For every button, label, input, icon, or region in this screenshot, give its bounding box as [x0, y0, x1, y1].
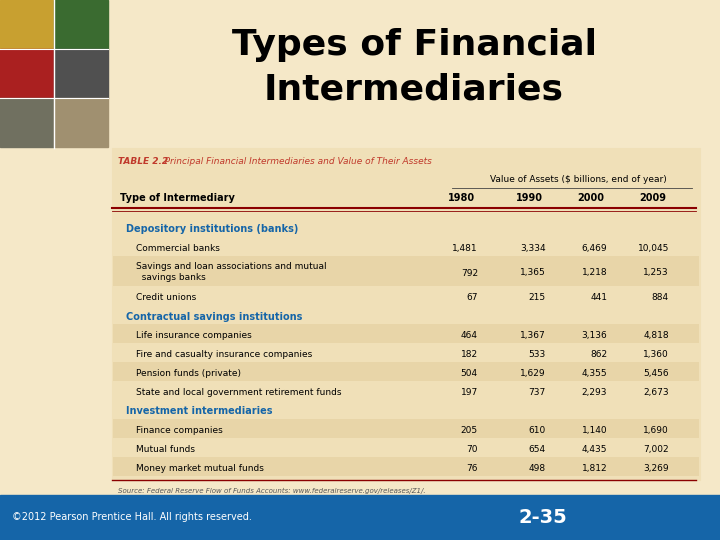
Text: 4,435: 4,435 — [582, 445, 607, 454]
Text: Depository institutions (banks): Depository institutions (banks) — [126, 225, 298, 234]
Text: 1,253: 1,253 — [644, 268, 669, 278]
Text: 7,002: 7,002 — [644, 445, 669, 454]
Text: TABLE 2.2: TABLE 2.2 — [118, 158, 168, 166]
Text: Fire and casualty insurance companies: Fire and casualty insurance companies — [136, 350, 312, 359]
Text: 498: 498 — [528, 464, 546, 473]
Text: Contractual savings institutions: Contractual savings institutions — [126, 312, 302, 321]
Bar — [113, 419, 699, 438]
Bar — [113, 457, 699, 476]
Text: savings banks: savings banks — [136, 273, 206, 282]
Bar — [0, 495, 720, 540]
Text: 884: 884 — [652, 293, 669, 302]
Text: 1,481: 1,481 — [452, 244, 478, 253]
Bar — [112, 148, 700, 480]
Text: Intermediaries: Intermediaries — [264, 73, 564, 107]
Text: 1,140: 1,140 — [582, 426, 607, 435]
Text: Commercial banks: Commercial banks — [136, 244, 220, 253]
Text: 1,812: 1,812 — [582, 464, 607, 473]
Text: Money market mutual funds: Money market mutual funds — [136, 464, 264, 473]
Text: 1,629: 1,629 — [520, 369, 546, 378]
Text: 70: 70 — [467, 445, 478, 454]
Text: 1,360: 1,360 — [643, 350, 669, 359]
Text: 1,365: 1,365 — [520, 268, 546, 278]
Text: Life insurance companies: Life insurance companies — [136, 331, 252, 340]
Bar — [54, 49, 108, 98]
Text: 4,818: 4,818 — [644, 331, 669, 340]
Text: 464: 464 — [461, 331, 478, 340]
Text: 2,293: 2,293 — [582, 388, 607, 397]
Text: Investment intermediaries: Investment intermediaries — [126, 407, 272, 416]
Text: Type of Intermediary: Type of Intermediary — [120, 193, 235, 203]
Text: ©2012 Pearson Prentice Hall. All rights reserved.: ©2012 Pearson Prentice Hall. All rights … — [12, 512, 252, 523]
Text: 1990: 1990 — [516, 193, 543, 203]
Text: 2000: 2000 — [577, 193, 605, 203]
Text: 862: 862 — [590, 350, 607, 359]
Text: Source: Federal Reserve Flow of Funds Accounts: www.federalreserve.gov/releases/: Source: Federal Reserve Flow of Funds Ac… — [118, 488, 426, 494]
Bar — [113, 256, 699, 286]
Text: 533: 533 — [528, 350, 546, 359]
Text: 67: 67 — [467, 293, 478, 302]
Bar — [0, 98, 54, 147]
Text: 2009: 2009 — [639, 193, 667, 203]
Text: 76: 76 — [467, 464, 478, 473]
Text: 737: 737 — [528, 388, 546, 397]
Text: 654: 654 — [528, 445, 546, 454]
Text: 3,136: 3,136 — [582, 331, 607, 340]
Text: Types of Financial: Types of Financial — [232, 28, 596, 62]
Text: 504: 504 — [461, 369, 478, 378]
Text: 2,673: 2,673 — [644, 388, 669, 397]
Text: 4,355: 4,355 — [582, 369, 607, 378]
Text: Finance companies: Finance companies — [136, 426, 222, 435]
Text: 215: 215 — [528, 293, 546, 302]
Text: 1,690: 1,690 — [643, 426, 669, 435]
Text: Pension funds (private): Pension funds (private) — [136, 369, 241, 378]
Text: 1980: 1980 — [449, 193, 475, 203]
Text: 6,469: 6,469 — [582, 244, 607, 253]
Text: Principal Financial Intermediaries and Value of Their Assets: Principal Financial Intermediaries and V… — [156, 158, 432, 166]
Text: 205: 205 — [461, 426, 478, 435]
Bar — [113, 324, 699, 343]
Text: 3,334: 3,334 — [520, 244, 546, 253]
Text: 610: 610 — [528, 426, 546, 435]
Bar — [0, 0, 54, 49]
Text: Mutual funds: Mutual funds — [136, 445, 195, 454]
Text: 2-35: 2-35 — [518, 508, 567, 527]
Text: Savings and loan associations and mutual: Savings and loan associations and mutual — [136, 262, 327, 271]
Text: Value of Assets ($ billions, end of year): Value of Assets ($ billions, end of year… — [490, 176, 666, 185]
Bar — [113, 362, 699, 381]
Text: 1,218: 1,218 — [582, 268, 607, 278]
Text: 5,456: 5,456 — [644, 369, 669, 378]
Bar — [54, 98, 108, 147]
Text: 10,045: 10,045 — [638, 244, 669, 253]
Text: 1,367: 1,367 — [520, 331, 546, 340]
Bar — [54, 0, 108, 49]
Text: State and local government retirement funds: State and local government retirement fu… — [136, 388, 341, 397]
Bar — [0, 49, 54, 98]
Text: 182: 182 — [461, 350, 478, 359]
Text: 3,269: 3,269 — [644, 464, 669, 473]
Text: 197: 197 — [461, 388, 478, 397]
Text: 792: 792 — [461, 268, 478, 278]
Text: 441: 441 — [590, 293, 607, 302]
Text: Credit unions: Credit unions — [136, 293, 197, 302]
